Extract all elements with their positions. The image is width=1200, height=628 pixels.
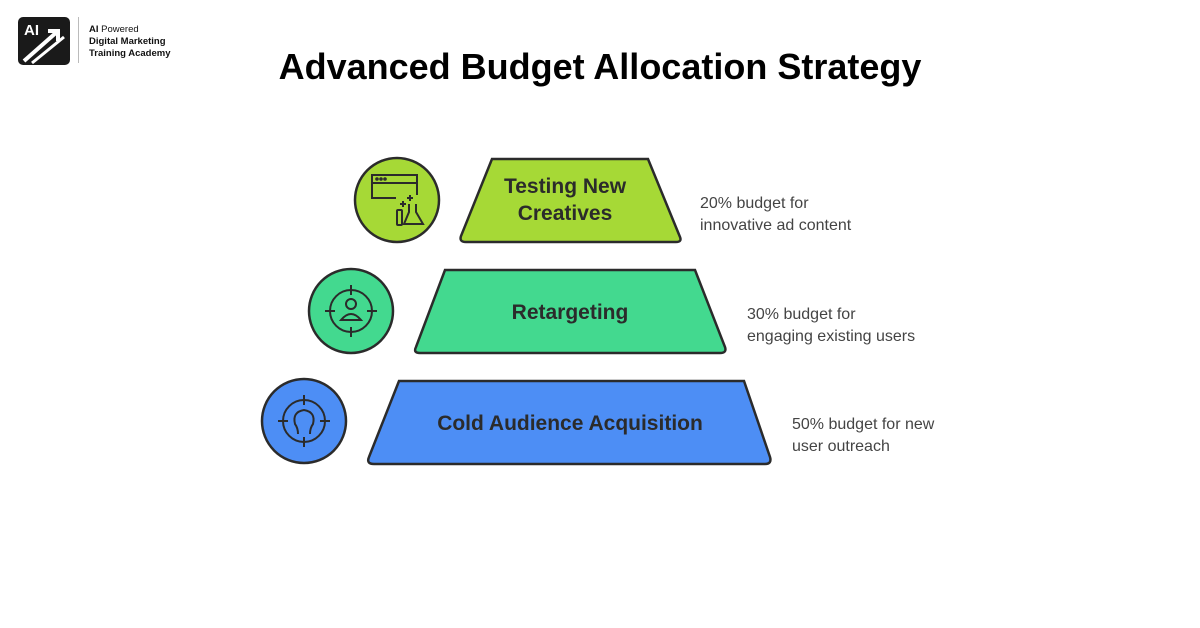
tier-label: Creatives <box>518 202 613 225</box>
logo-text: AI Powered Digital Marketing Training Ac… <box>89 24 171 59</box>
page-title: Advanced Budget Allocation Strategy <box>278 46 922 87</box>
tier-description: 20% budget for innovative ad content <box>700 195 852 234</box>
browser-flask-icon <box>371 174 425 226</box>
target-user-icon <box>278 395 330 447</box>
logo-mark-text: AI <box>24 22 39 39</box>
arrow-up-right-icon <box>22 29 65 65</box>
tier-shape <box>413 268 727 355</box>
tier-description: 50% budget for new user outreach <box>792 416 935 455</box>
tier-label: Cold Audience Acquisition <box>437 412 703 435</box>
tier-testing-new-creatives: Testing New Creatives <box>353 156 682 244</box>
tier-label: Testing New <box>504 175 627 198</box>
tier-label: Retargeting <box>512 301 629 324</box>
logo-divider <box>78 17 79 63</box>
tier-shape <box>459 157 682 244</box>
tier-description: 30% budget for engaging existing users <box>747 306 916 345</box>
tier-retargeting: Retargeting <box>307 267 727 355</box>
tier-shape <box>366 379 772 466</box>
logo-mark: AI <box>18 17 70 65</box>
target-person-icon <box>325 285 377 337</box>
tier-cold-audience-acquisition: Cold Audience Acquisition <box>260 377 772 466</box>
